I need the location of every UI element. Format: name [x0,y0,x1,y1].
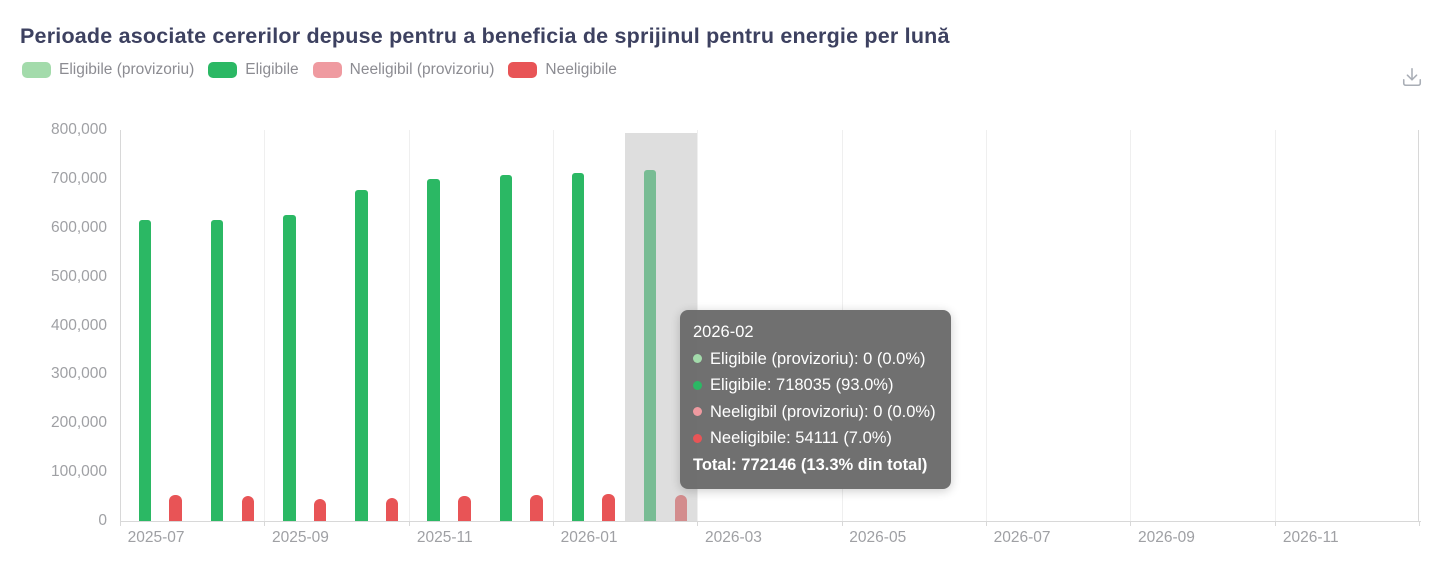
legend-item-label: Neeligibile [545,61,617,78]
gridline [1130,130,1132,521]
legend-item-4[interactable]: Neeligibile [508,61,617,79]
x-axis-label: 2026-03 [704,529,762,546]
series-dot-icon [693,407,702,417]
x-axis-tick [986,521,987,526]
y-axis-label: 600,000 [50,218,107,236]
legend-swatch-icon [508,62,538,78]
bar-neeligibile-2025-10[interactable] [385,497,399,521]
x-axis-tick [264,521,266,526]
y-axis-label: 500,000 [50,267,107,285]
bar-eligibile-2025-10[interactable] [355,189,368,521]
legend-item-label: Eligibile [245,61,299,78]
legend-item-3[interactable]: Neeligibil (provizoriu) [312,61,495,79]
x-axis-tick [1274,521,1276,526]
gridline [408,130,410,521]
x-axis-label: 2026-01 [560,529,618,546]
x-axis-label: 2026-09 [1137,529,1195,546]
bar-neeligibile-2025-07[interactable] [169,495,182,521]
tooltip-row-text: Neeligibil (provizoriu): 0 (0.0%) [710,402,936,421]
series-dot-icon [693,354,702,364]
tooltip-header: 2026-02 [693,323,754,341]
y-axis-label: 200,000 [50,414,107,432]
x-axis-tick [553,521,554,526]
tooltip-row-text: Neeligibile: 54111 (7.0%) [710,429,892,447]
tooltip-row-text: Eligibile: 718035 (93.0%) [710,376,894,394]
tooltip-row-text: Eligibile (provizoriu): 0 (0.0%) [710,349,926,368]
legend-item-1[interactable]: Eligibile (provizoriu) [22,61,194,79]
bar-neeligibile-2025-11[interactable] [458,496,471,521]
x-axis-tick [1130,521,1132,526]
gridline [553,130,554,521]
y-axis-line [120,130,121,521]
y-axis-label: 800,000 [50,121,107,138]
legend: Eligibile (provizoriu) Eligibile Neeligibi… [22,61,631,79]
x-axis-tick [841,521,843,526]
x-axis-tick [1419,521,1420,526]
legend-item-label: Eligibile (provizoriu) [59,61,195,78]
y-axis-label: 300,000 [50,365,107,383]
bar-neeligibile-2025-08[interactable] [241,495,255,521]
tooltip-total: Total: 772146 (13.3% din total) [693,455,928,474]
legend-swatch-icon [208,62,238,78]
x-axis-line [120,521,1421,522]
x-axis-tick [697,521,699,526]
gridline [264,130,266,521]
x-axis-label: 2025-07 [127,529,185,546]
tooltip-row: Neeligibil (provizoriu): 0 (0.0%) [693,399,936,426]
x-axis-tick [408,521,410,526]
y-axis-label: 0 [98,512,107,529]
legend-item-2[interactable]: Eligibile [208,61,299,79]
x-axis-label: 2025-11 [416,529,473,546]
legend-swatch-icon [22,62,51,78]
legend-swatch-icon [312,62,342,78]
gridline [1274,130,1276,521]
bar-eligibile-2025-08[interactable] [210,219,224,521]
x-axis-label: 2026-11 [1282,529,1339,546]
download-icon [1402,67,1422,87]
bar-eligibile-2026-01[interactable] [571,173,585,521]
gridline [986,130,987,521]
bar-neeligibile-2026-01[interactable] [602,494,615,521]
tooltip-row: Neeligibile: 54111 (7.0%) [693,425,936,452]
x-axis-label: 2025-09 [271,529,329,546]
bar-eligibile-2025-07[interactable] [138,220,152,521]
x-axis-label: 2026-07 [993,529,1051,546]
legend-item-label: Neeligibil (provizoriu) [349,61,495,78]
tooltip: 2026-02 Eligibile (provizoriu): 0 (0.0%)… [680,310,951,489]
series-dot-icon [693,433,702,443]
y-axis-label: 100,000 [50,463,107,481]
series-dot-icon [693,380,702,390]
bar-eligibile-2025-12[interactable] [499,175,513,521]
bar-eligibile-2025-09[interactable] [283,215,296,521]
bar-neeligibile-2025-09[interactable] [313,499,327,521]
y-axis-label: 700,000 [50,169,107,187]
x-axis-label: 2026-05 [849,529,907,546]
plot-right-border [1418,130,1419,521]
download-button[interactable] [1399,64,1425,90]
chart-title: Perioade asociate cererilor depuse pentr… [20,24,950,48]
bar-eligibile-2025-11[interactable] [427,178,440,521]
tooltip-row: Eligibile: 718035 (93.0%) [693,372,936,399]
x-axis-tick [120,521,121,526]
tooltip-row: Eligibile (provizoriu): 0 (0.0%) [693,346,936,373]
bar-neeligibile-2025-12[interactable] [530,495,543,521]
y-axis-label: 400,000 [50,316,107,334]
